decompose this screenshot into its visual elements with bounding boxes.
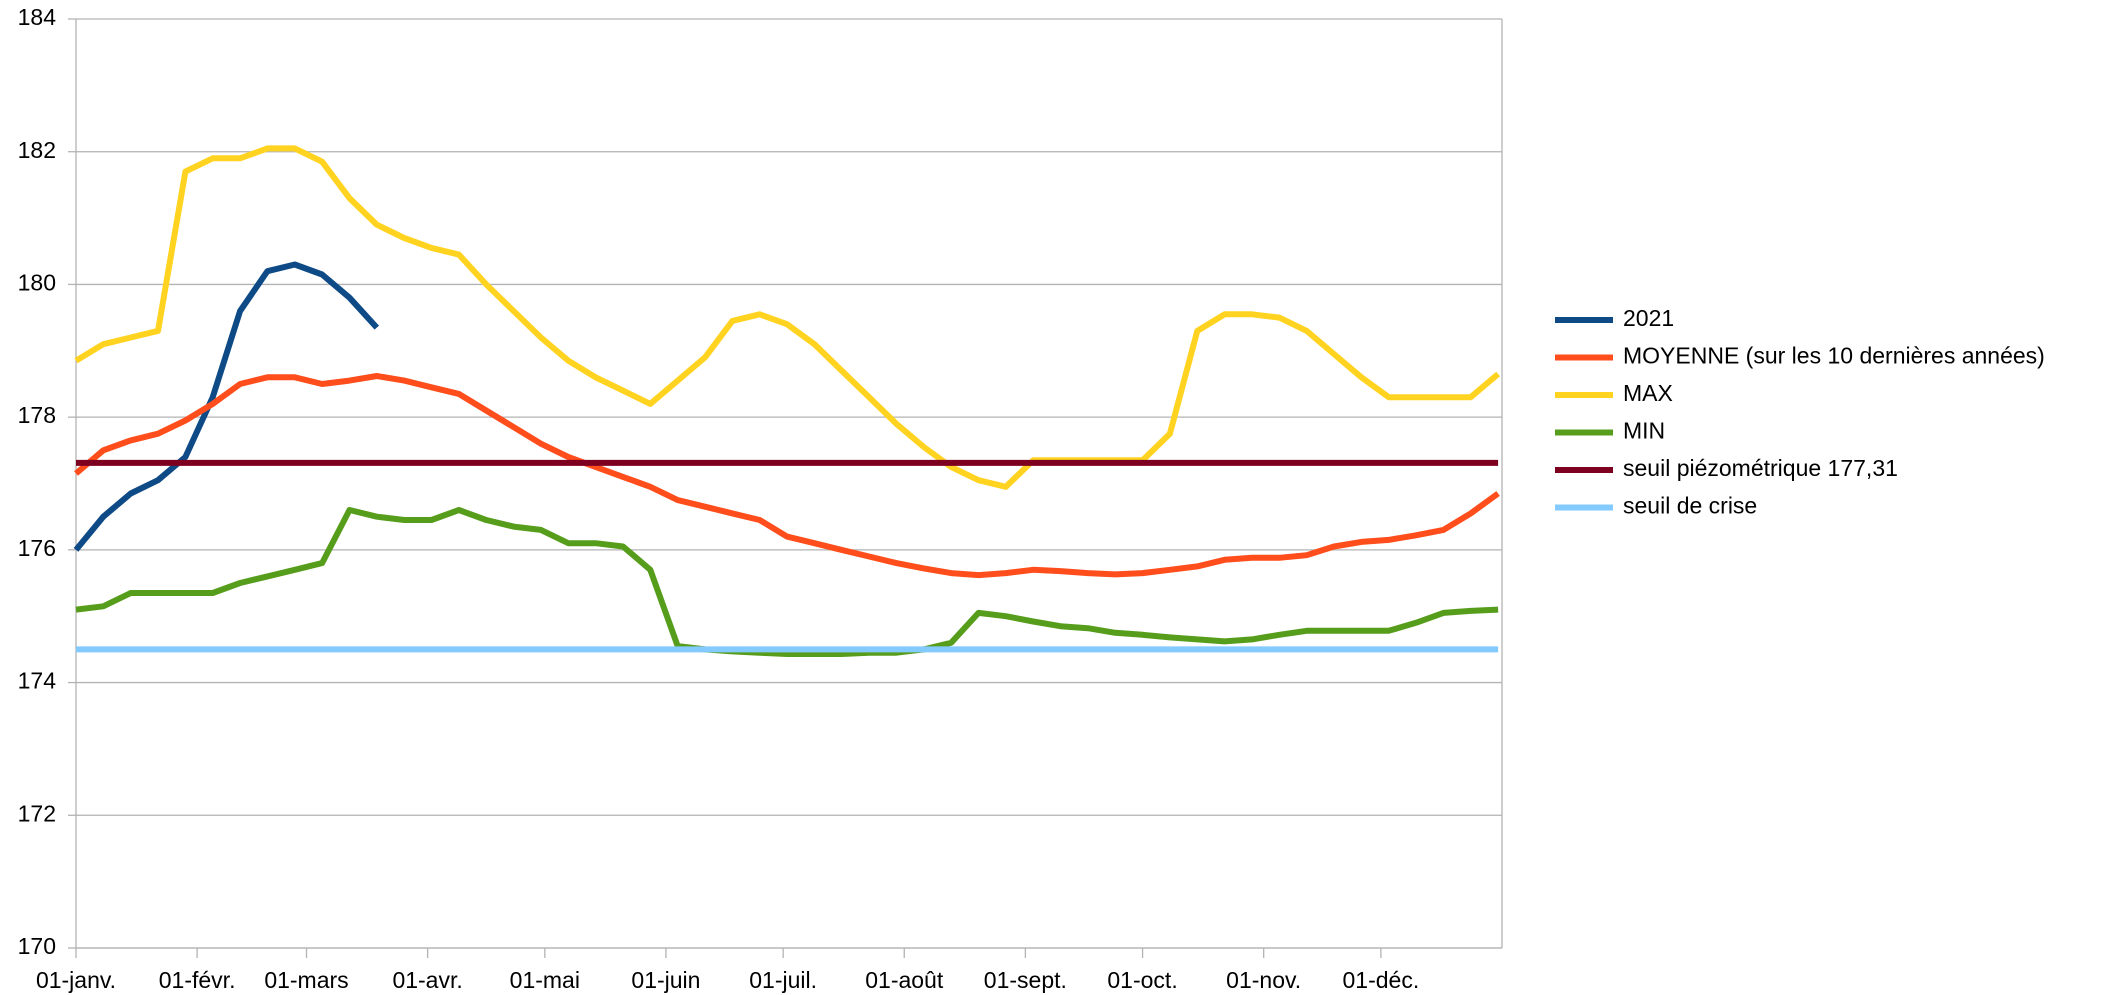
legend-label: MOYENNE (sur les 10 dernières années): [1623, 343, 2045, 369]
y-tick-label: 174: [18, 668, 57, 694]
legend-label: MAX: [1623, 380, 1673, 406]
y-tick-label: 182: [18, 137, 56, 163]
x-tick-label: 01-avr.: [392, 967, 462, 993]
y-tick-label: 180: [18, 270, 56, 296]
x-tick-label: 01-oct.: [1107, 967, 1177, 993]
y-tick-label: 176: [18, 535, 56, 561]
series-line: [73, 261, 380, 552]
series-line: [75, 507, 1499, 657]
series-line: [74, 145, 1501, 490]
x-tick-label: 01-juil.: [749, 967, 817, 993]
y-tick-label: 178: [18, 402, 56, 428]
x-tick-label: 01-sept.: [984, 967, 1067, 993]
x-tick-label: 01-mai: [510, 967, 580, 993]
legend-label: seuil piézométrique 177,31: [1623, 455, 1898, 481]
y-tick-label: 172: [18, 800, 56, 826]
x-tick-label: 01-janv.: [36, 967, 116, 993]
legend-label: 2021: [1623, 305, 1674, 331]
legend-label: seuil de crise: [1623, 493, 1757, 519]
y-tick-label: 170: [18, 933, 56, 959]
x-tick-label: 01-déc.: [1343, 967, 1420, 993]
y-tick-label: 184: [18, 4, 57, 30]
x-tick-label: 01-août: [865, 967, 944, 993]
x-tick-label: 01-mars: [264, 967, 348, 993]
series-line: [74, 373, 1500, 579]
x-tick-label: 01-nov.: [1226, 967, 1301, 993]
x-tick-label: 01-févr.: [159, 967, 236, 993]
legend-label: MIN: [1623, 418, 1665, 444]
x-tick-label: 01-juin: [631, 967, 700, 993]
